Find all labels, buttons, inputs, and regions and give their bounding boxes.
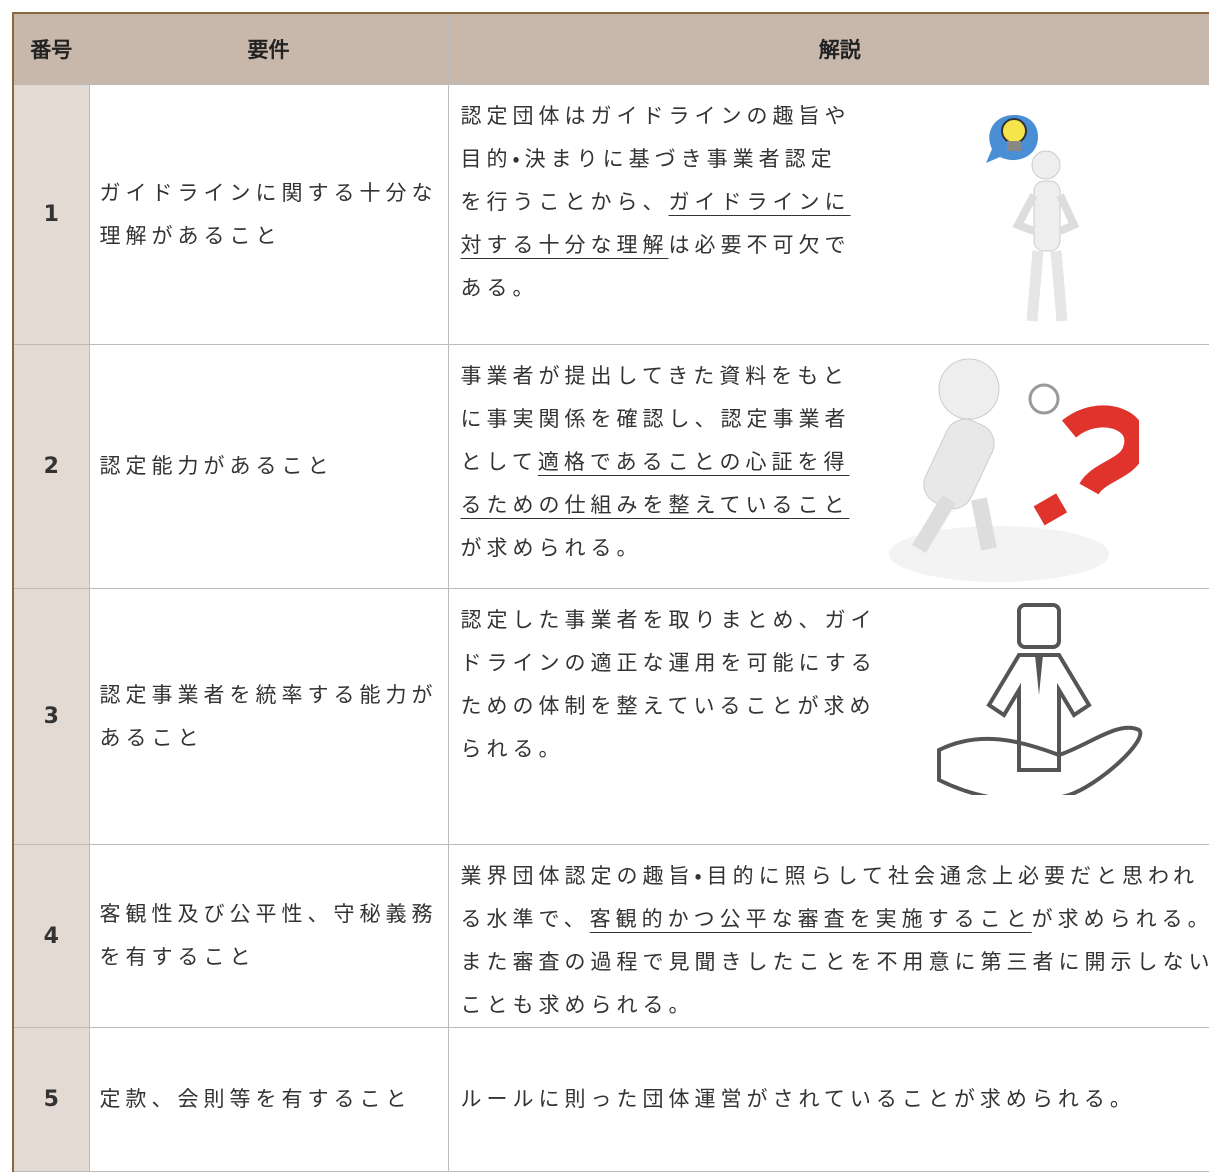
illustration-part — [1069, 416, 1135, 489]
requirement: ガイドラインに関する十分な理解があること — [89, 85, 448, 345]
requirement: 認定能力があること — [89, 345, 448, 589]
header-row: 番号 要件 解説 — [13, 13, 1209, 85]
row-number: 3 — [13, 589, 89, 845]
illustration-part — [1007, 141, 1021, 151]
illustration-part — [1034, 181, 1060, 251]
illustration-part — [1002, 119, 1026, 143]
explanation-text: 認定団体はガイドラインの趣旨や目的・決まりに基づき事業者認定を行うことから、ガイ… — [461, 95, 861, 310]
explanation-text: 認定した事業者を取りまとめ、ガイドラインの適正な運用を可能にするための体制を整え… — [461, 599, 896, 771]
explanation-text: 事業者が提出してきた資料をもとに事実関係を確認し、認定事業者として適格であること… — [461, 355, 871, 570]
illustration-part — [939, 605, 1140, 795]
explanation-underline: 客観的かつ公平な審査を実施すること — [590, 907, 1032, 931]
row-number: 1 — [13, 85, 89, 345]
row-number: 4 — [13, 845, 89, 1028]
explanation-cell: 認定した事業者を取りまとめ、ガイドラインの適正な運用を可能にするための体制を整え… — [448, 589, 1209, 845]
explanation-cell: 認定団体はガイドラインの趣旨や目的・決まりに基づき事業者認定を行うことから、ガイ… — [448, 85, 1209, 345]
explanation-text: 業界団体認定の趣旨・目的に照らして社会通念上必要だと思われる水準で、客観的かつ公… — [461, 855, 1209, 1027]
explanation-cell: 事業者が提出してきた資料をもとに事実関係を確認し、認定事業者として適格であること… — [448, 345, 1209, 589]
illustration-part — [1035, 655, 1043, 695]
illustration-part — [1032, 251, 1062, 321]
explanation-text-plain: 認定した事業者を取りまとめ、ガイドラインの適正な運用を可能にするための体制を整え… — [461, 608, 877, 761]
explanation-cell: 業界団体認定の趣旨・目的に照らして社会通念上必要だと思われる水準で、客観的かつ公… — [448, 845, 1209, 1028]
illustration — [879, 349, 1139, 589]
illustration-part — [1033, 493, 1067, 525]
illustration-part — [939, 728, 1140, 795]
requirement: 客観性及び公平性、守秘義務を有すること — [89, 845, 448, 1028]
explanation-text-plain: が求められる。 — [461, 536, 643, 560]
explanation-text: ルールに則った団体運営がされていることが求められる。 — [461, 1078, 1209, 1121]
requirement: 定款、会則等を有すること — [89, 1028, 448, 1172]
header-cell: 要件 — [89, 13, 448, 85]
illustration — [919, 595, 1179, 795]
row-number: 2 — [13, 345, 89, 589]
illustration-part — [1030, 385, 1058, 413]
header-cell: 番号 — [13, 13, 89, 85]
illustration — [964, 85, 1164, 335]
illustration-part — [1032, 151, 1060, 179]
row-number: 5 — [13, 1028, 89, 1172]
illustration-part — [939, 359, 999, 419]
requirement: 認定事業者を統率する能力があること — [89, 589, 448, 845]
illustration-part — [917, 413, 1000, 516]
explanation-cell: ルールに則った団体運営がされていることが求められる。 — [448, 1028, 1209, 1172]
illustration-part — [1019, 605, 1059, 647]
header-cell: 解説 — [448, 13, 1209, 85]
explanation-text-plain: ルールに則った団体運営がされていることが求められる。 — [461, 1087, 1136, 1111]
